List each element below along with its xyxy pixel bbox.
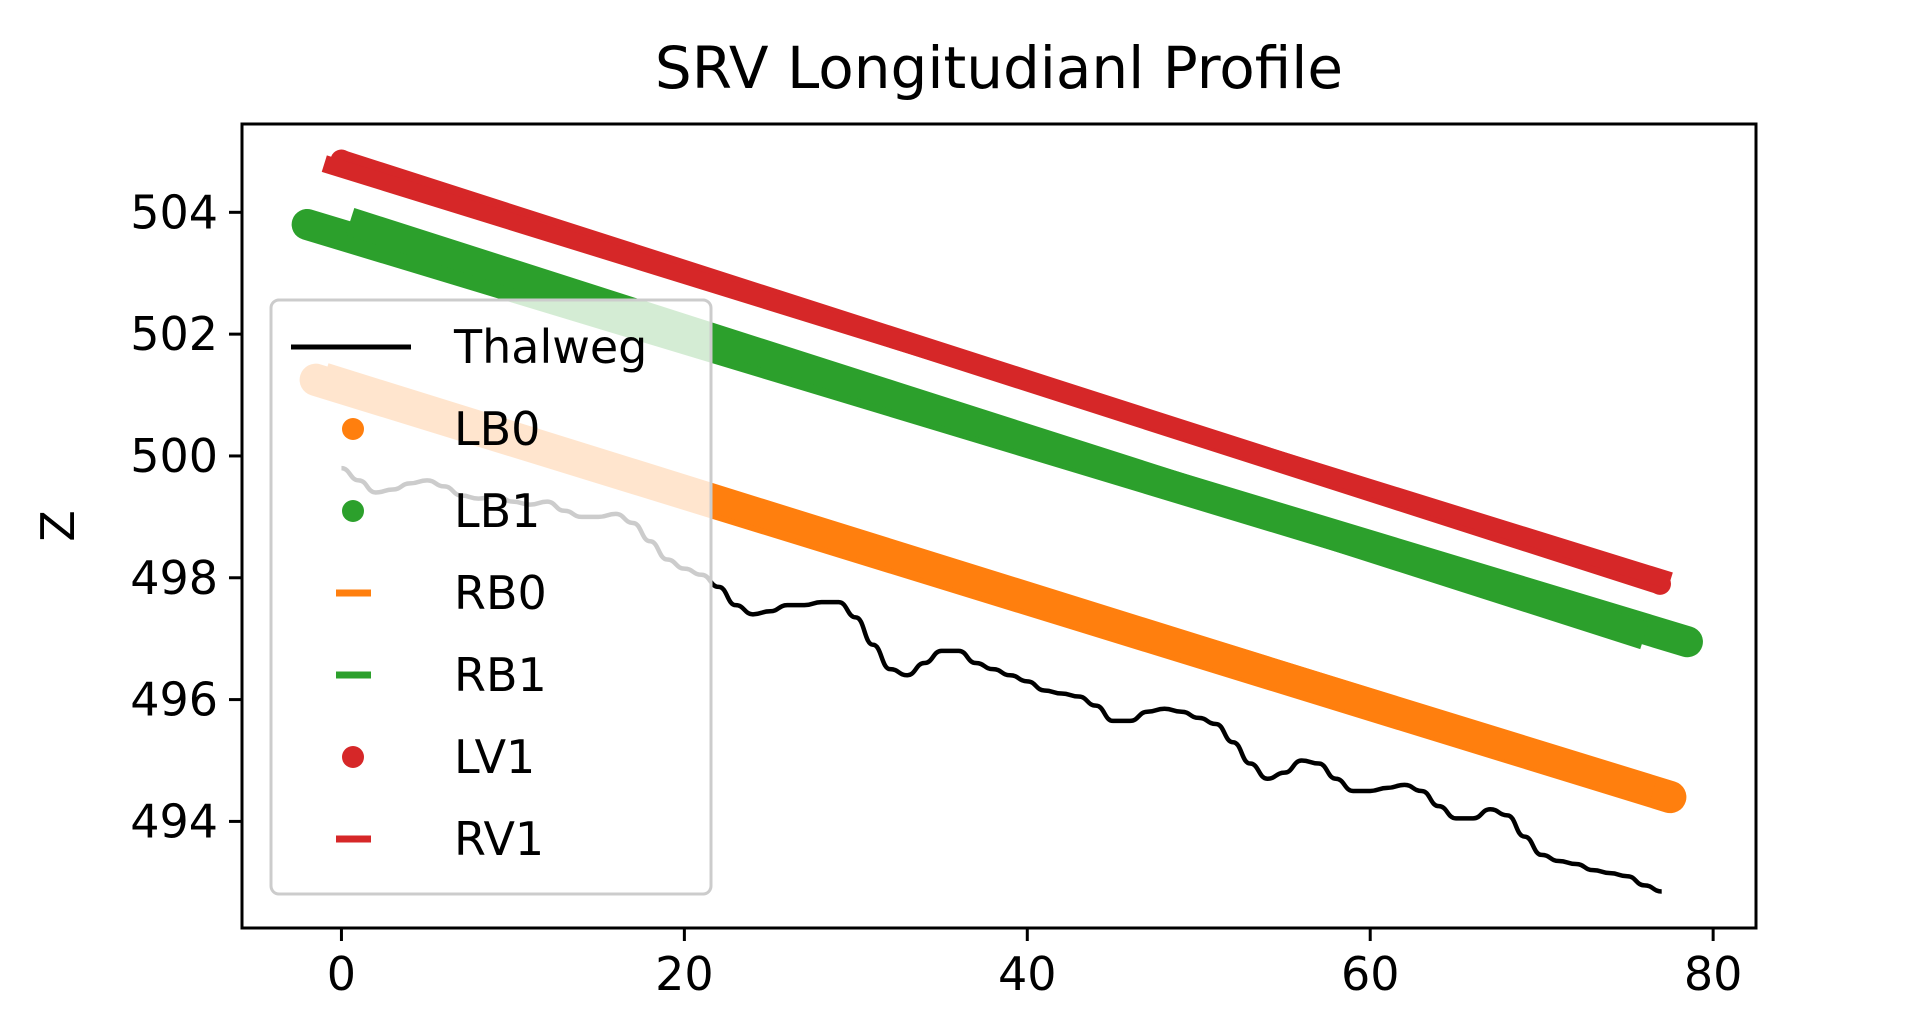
y-tick-label: 500 [130, 429, 218, 483]
x-tick-label: 80 [1684, 947, 1743, 1001]
series-start-point-lb1 [296, 213, 319, 236]
x-tick-label: 40 [998, 947, 1057, 1001]
legend-label-rb0: RB0 [454, 566, 547, 620]
x-tick-label: 60 [1341, 947, 1400, 1001]
series-end-point-lb0 [1659, 786, 1682, 809]
legend-label-lb0: LB0 [454, 402, 540, 456]
legend-box [269, 298, 713, 896]
y-axis-label: Z [31, 510, 85, 542]
legend-marker-lb0 [342, 418, 364, 440]
y-tick-label: 502 [130, 307, 218, 361]
legend-marker-lb1 [342, 500, 364, 522]
y-tick-label: 496 [130, 673, 218, 727]
x-axis: 0 20 40 60 80 [327, 928, 1743, 1001]
x-tick-label: 0 [327, 947, 356, 1001]
legend-entry-lb0: LB0 [342, 402, 540, 456]
chart-title: SRV Longitudianl Profile [655, 34, 1343, 102]
legend-entry-lb1: LB1 [342, 484, 540, 538]
legend-entry-rb1: RB1 [336, 648, 547, 702]
series-band-rv1 [321, 155, 1673, 590]
legend-label-rv1: RV1 [454, 812, 544, 866]
series-rb1 [345, 207, 1649, 650]
series-rv1 [321, 155, 1673, 590]
y-tick-label: 498 [130, 551, 218, 605]
series-band-rb1 [345, 207, 1649, 650]
legend-entry-lv1: LV1 [342, 730, 535, 784]
legend-label-lb1: LB1 [454, 484, 540, 538]
legend-label-lv1: LV1 [454, 730, 535, 784]
legend-entry-rb0: RB0 [336, 566, 547, 620]
legend-label-thalweg: Thalweg [453, 320, 647, 374]
legend-marker-lv1 [342, 746, 364, 768]
legend-entry-rv1: RV1 [336, 812, 544, 866]
series-end-point-lb1 [1676, 630, 1699, 653]
legend-entry-thalweg: Thalweg [291, 320, 647, 374]
y-tick-label: 494 [130, 794, 218, 848]
plot-frame [240, 122, 1758, 930]
y-axis: 494 496 498 500 502 504 [130, 185, 242, 848]
legend: Thalweg LB0 LB1 RB0 RB1 LV1 RV1 [269, 298, 713, 896]
y-tick-label: 504 [130, 185, 218, 239]
x-tick-label: 20 [655, 947, 714, 1001]
legend-label-rb1: RB1 [454, 648, 547, 702]
